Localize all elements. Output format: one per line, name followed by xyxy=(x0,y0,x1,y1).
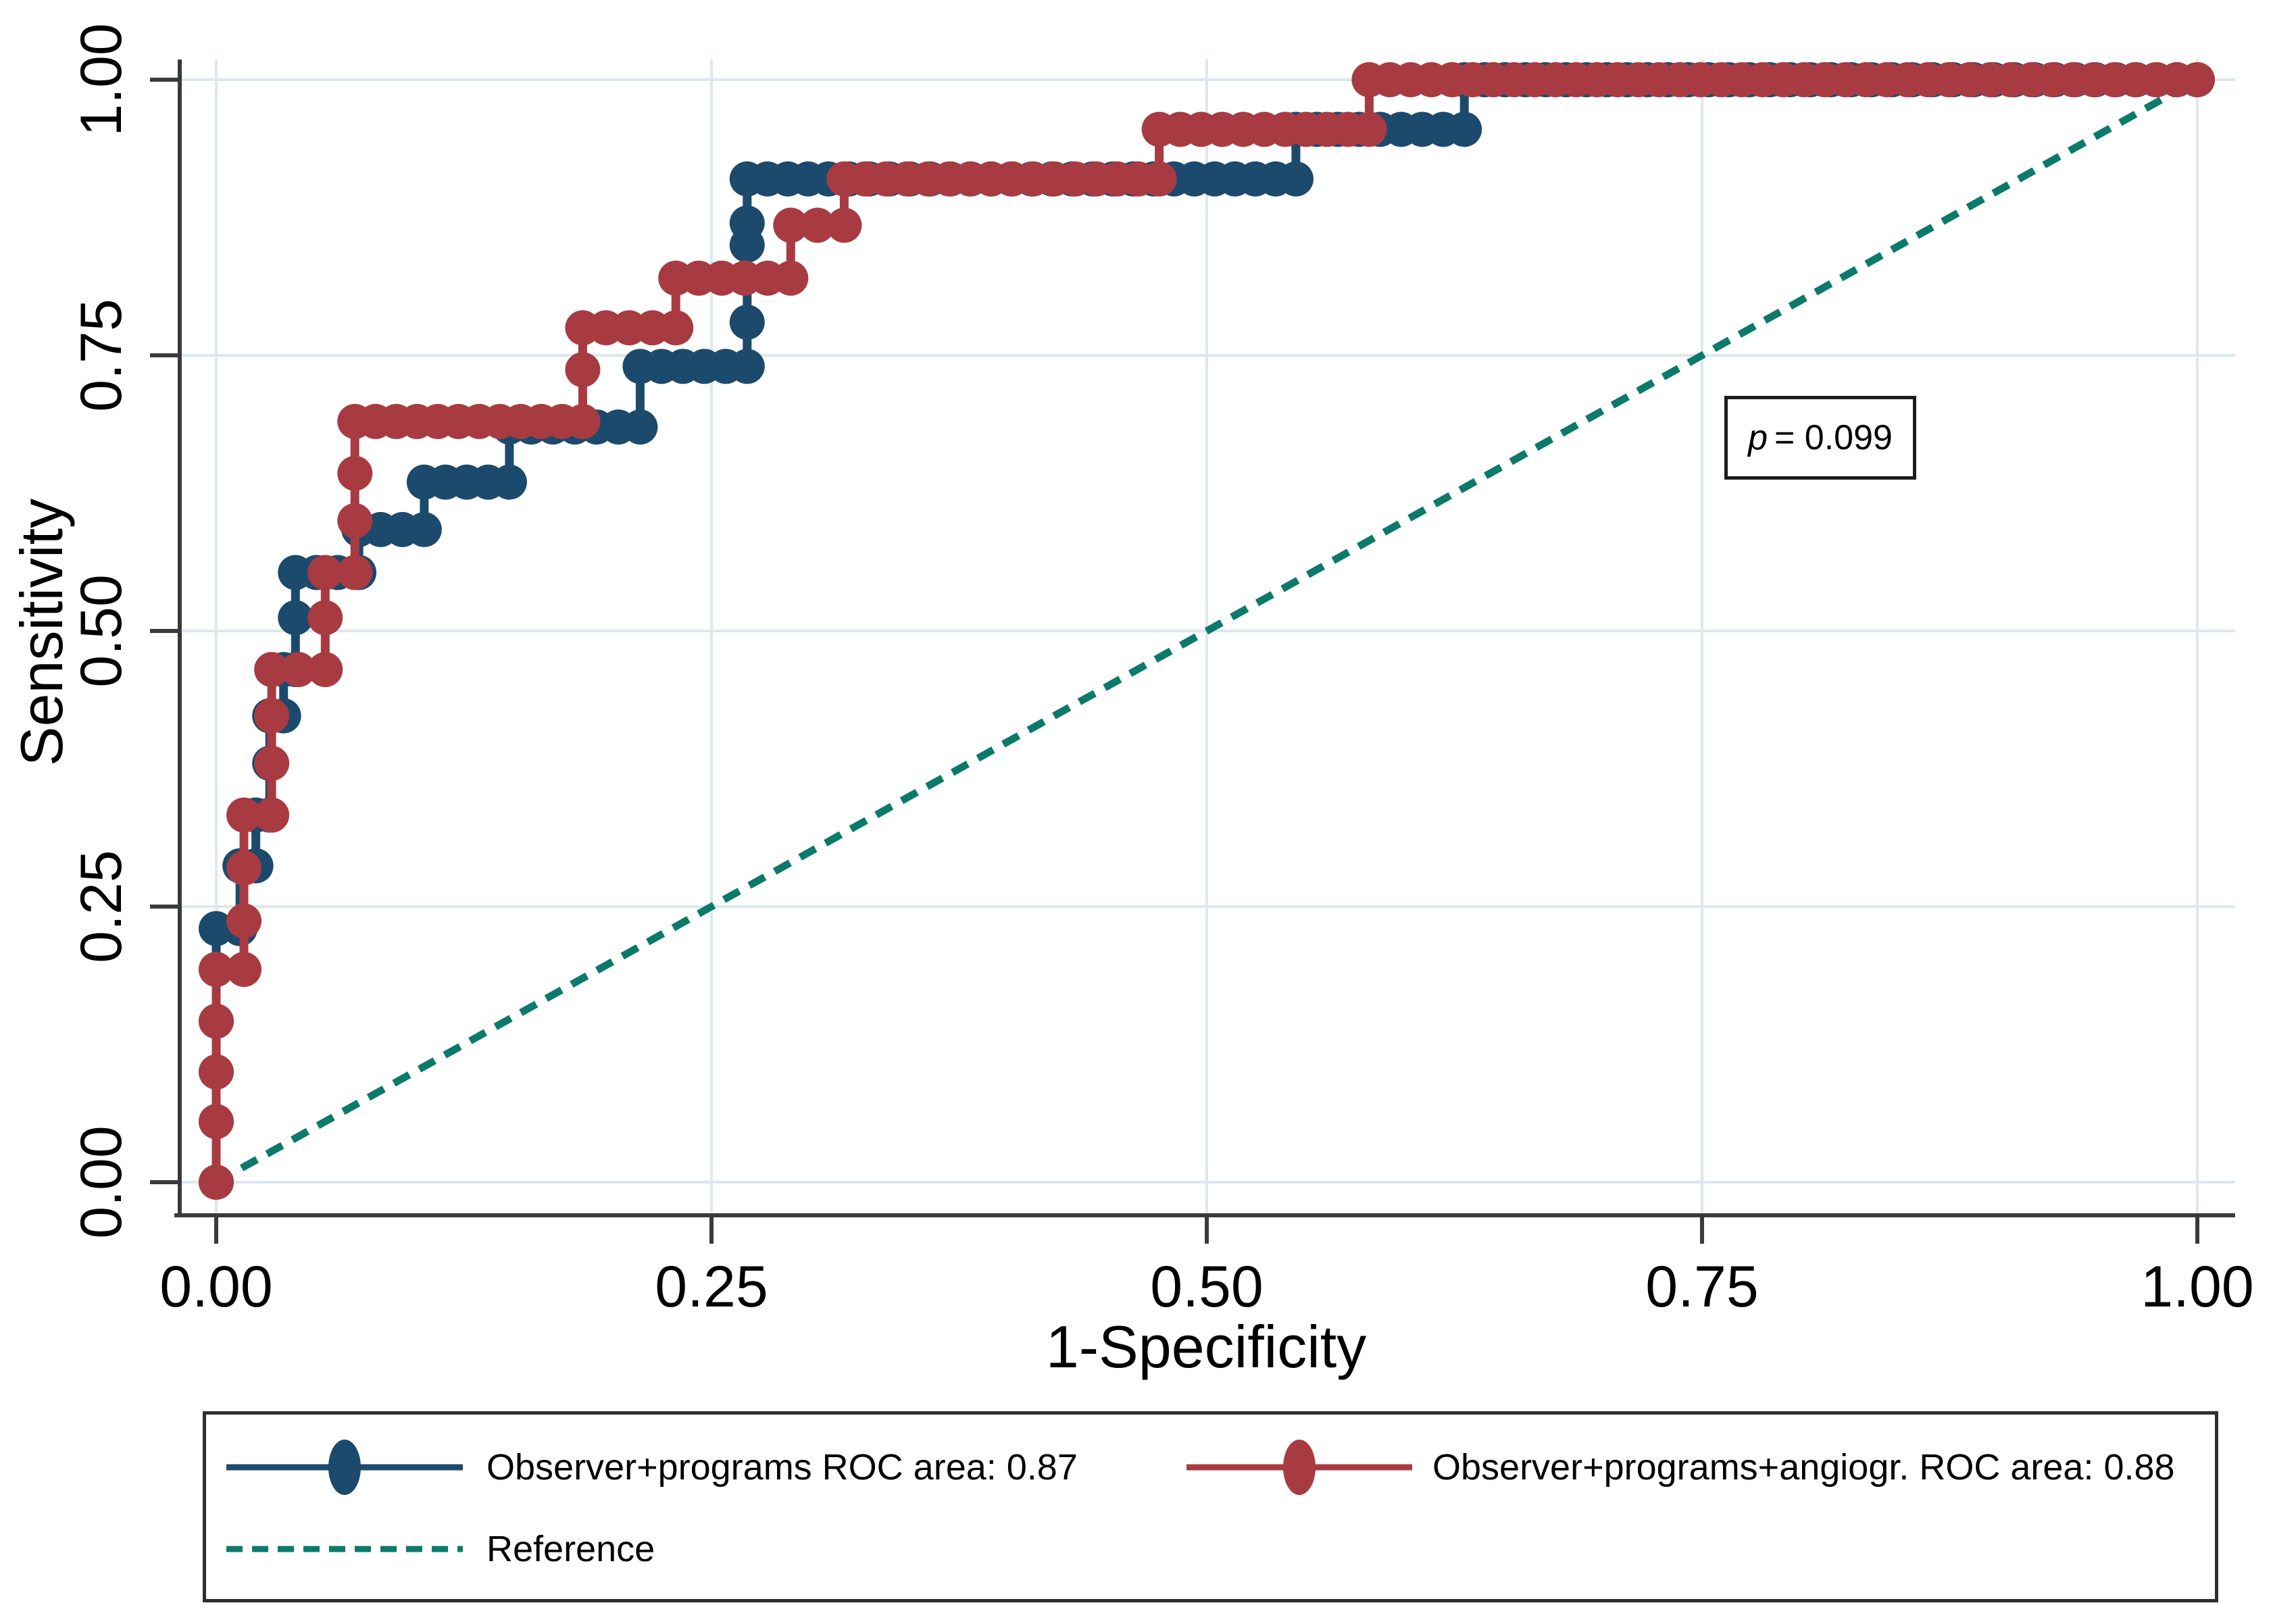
x-tick-label: 0.25 xyxy=(655,1254,768,1319)
roc-marker-red xyxy=(307,652,343,688)
roc-marker-red xyxy=(1141,111,1177,147)
roc-marker-red xyxy=(254,652,290,688)
roc-marker-blue xyxy=(491,464,527,500)
roc-marker-red xyxy=(826,161,862,197)
roc-marker-blue xyxy=(622,349,658,384)
roc-marker-red xyxy=(199,952,234,988)
y-tick-label: 1.00 xyxy=(69,23,134,136)
y-axis-title: Sensitivity xyxy=(8,498,75,767)
legend-blue-marker-icon xyxy=(328,1440,361,1495)
roc-marker-red xyxy=(565,310,601,346)
y-tick-label: 0.00 xyxy=(69,1125,134,1239)
roc-marker-red xyxy=(199,1104,234,1140)
roc-marker-red xyxy=(226,952,262,988)
legend-line-reference-icon xyxy=(226,1546,463,1552)
roc-marker-red xyxy=(337,503,373,538)
legend-label-observer-programs-angiogr: Observer+programs+angiogr. ROC area: 0.8… xyxy=(1432,1447,2175,1488)
roc-marker-red xyxy=(658,260,694,296)
roc-marker-red xyxy=(254,797,290,833)
legend: Observer+programs ROC area: 0.87 Observe… xyxy=(203,1411,2218,1602)
roc-marker-red xyxy=(2180,62,2215,97)
reference-line xyxy=(214,76,2199,1186)
p-symbol: p xyxy=(1748,418,1768,457)
roc-marker-blue xyxy=(622,409,658,445)
x-tick-label: 0.00 xyxy=(159,1254,273,1319)
roc-marker-blue xyxy=(278,600,314,636)
roc-marker-blue xyxy=(729,161,765,197)
p-value-text: = 0.099 xyxy=(1774,418,1893,457)
y-tick-label: 0.25 xyxy=(69,850,134,963)
roc-marker-red xyxy=(199,1054,234,1090)
roc-marker-blue xyxy=(1447,111,1482,147)
roc-marker-red xyxy=(254,698,290,734)
x-tick-label: 0.75 xyxy=(1645,1254,1759,1319)
roc-marker-red xyxy=(226,903,262,939)
roc-marker-red xyxy=(1351,111,1387,147)
roc-marker-blue xyxy=(729,205,765,241)
y-tick-label: 0.50 xyxy=(69,574,134,688)
roc-marker-red xyxy=(337,555,373,590)
legend-line-blue-icon xyxy=(226,1440,463,1495)
roc-marker-blue xyxy=(729,305,765,340)
p-value-annotation: p = 0.099 xyxy=(1724,396,1916,480)
roc-marker-red xyxy=(254,745,290,781)
y-tick-label: 0.75 xyxy=(69,299,134,412)
roc-marker-red xyxy=(307,600,343,636)
x-tick-label: 0.50 xyxy=(1150,1254,1264,1319)
roc-marker-red xyxy=(773,260,809,296)
legend-label-observer-programs: Observer+programs ROC area: 0.87 xyxy=(486,1447,1078,1488)
roc-marker-blue xyxy=(278,555,314,590)
roc-marker-blue xyxy=(406,464,442,500)
roc-marker-red xyxy=(199,1003,234,1039)
x-tick-label: 1.00 xyxy=(2141,1254,2254,1319)
roc-marker-red xyxy=(773,207,809,243)
roc-marker-red xyxy=(226,797,262,833)
x-axis-title: 1-Specificity xyxy=(1045,1313,1367,1380)
legend-label-reference: Reference xyxy=(486,1529,655,1569)
roc-marker-red xyxy=(1141,161,1177,197)
roc-marker-blue xyxy=(1278,161,1314,197)
roc-marker-red xyxy=(199,1165,234,1200)
legend-line-red-icon xyxy=(1187,1440,1412,1495)
roc-step-line-red xyxy=(211,75,2202,1187)
roc-marker-red xyxy=(307,555,343,590)
roc-marker-red xyxy=(226,850,262,886)
roc-marker-red xyxy=(565,352,601,388)
roc-marker-red xyxy=(658,310,694,346)
roc-marker-red xyxy=(799,207,835,243)
roc-marker-red xyxy=(337,455,373,491)
roc-marker-blue xyxy=(406,511,442,547)
roc-marker-red xyxy=(337,403,373,439)
roc-marker-red xyxy=(565,403,601,439)
roc-marker-red xyxy=(1351,62,1387,97)
roc-marker-blue xyxy=(729,349,765,384)
legend-red-marker-icon xyxy=(1283,1440,1316,1495)
roc-marker-red xyxy=(280,652,316,688)
roc-marker-red xyxy=(826,207,862,243)
